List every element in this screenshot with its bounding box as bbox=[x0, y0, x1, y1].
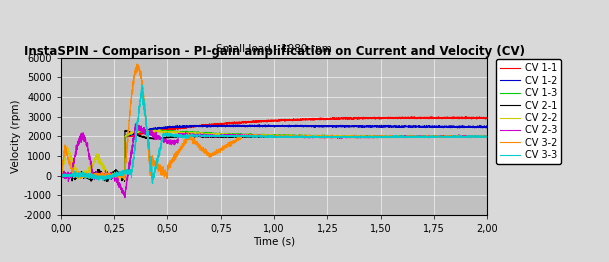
Title: InstaSPIN - Comparison - PI-gain amplification on Current and Velocity (CV): InstaSPIN - Comparison - PI-gain amplifi… bbox=[24, 45, 524, 58]
Line: CV 3-3: CV 3-3 bbox=[61, 85, 487, 183]
CV 2-1 bbox=[471, 135, 478, 138]
Line: CV 1-3: CV 1-3 bbox=[61, 130, 487, 176]
CV 3-3 bbox=[149, 182, 157, 185]
CV 2-2 bbox=[367, 135, 375, 138]
CV 1-2 bbox=[57, 174, 65, 177]
CV 2-3 bbox=[449, 135, 457, 138]
CV 3-2 bbox=[240, 134, 247, 137]
CV 3-2 bbox=[471, 135, 478, 138]
CV 1-2 bbox=[236, 124, 244, 127]
CV 1-1 bbox=[236, 121, 244, 124]
CV 1-3 bbox=[260, 134, 267, 137]
CV 1-3 bbox=[236, 133, 244, 137]
CV 2-3 bbox=[121, 196, 128, 199]
CV 2-1 bbox=[121, 180, 128, 183]
CV 1-1 bbox=[367, 116, 375, 119]
X-axis label: Time (s): Time (s) bbox=[253, 237, 295, 247]
CV 2-1 bbox=[57, 174, 65, 177]
CV 2-3 bbox=[367, 135, 375, 138]
CV 3-3 bbox=[236, 135, 244, 138]
CV 3-2 bbox=[164, 177, 171, 180]
CV 3-2 bbox=[484, 135, 491, 138]
CV 2-1 bbox=[240, 135, 247, 138]
CV 1-1 bbox=[240, 121, 247, 124]
CV 1-2 bbox=[471, 125, 478, 128]
CV 3-3 bbox=[367, 135, 375, 138]
CV 1-1 bbox=[260, 120, 267, 123]
CV 3-2 bbox=[133, 62, 141, 66]
CV 2-1 bbox=[367, 135, 375, 138]
CV 2-3 bbox=[484, 135, 491, 138]
CV 3-3 bbox=[484, 134, 491, 138]
CV 1-1 bbox=[57, 174, 65, 177]
CV 2-3 bbox=[57, 173, 65, 176]
CV 1-2 bbox=[449, 125, 457, 128]
CV 3-3 bbox=[139, 84, 146, 87]
Text: Small load - 1980 rpm: Small load - 1980 rpm bbox=[216, 45, 332, 54]
CV 3-3 bbox=[57, 174, 65, 177]
CV 2-2 bbox=[236, 133, 244, 137]
CV 1-1 bbox=[471, 117, 478, 120]
Legend: CV 1-1, CV 1-2, CV 1-3, CV 2-1, CV 2-2, CV 2-3, CV 3-2, CV 3-3: CV 1-1, CV 1-2, CV 1-3, CV 2-1, CV 2-2, … bbox=[496, 59, 561, 164]
CV 1-1 bbox=[484, 117, 491, 120]
CV 2-2 bbox=[121, 178, 128, 182]
CV 1-3 bbox=[108, 174, 116, 178]
CV 2-2 bbox=[449, 134, 457, 138]
CV 2-3 bbox=[132, 122, 139, 125]
Line: CV 1-1: CV 1-1 bbox=[61, 117, 487, 177]
CV 3-3 bbox=[449, 135, 457, 138]
CV 2-1 bbox=[449, 135, 457, 138]
CV 3-3 bbox=[471, 135, 478, 138]
CV 3-2 bbox=[57, 173, 65, 176]
CV 2-3 bbox=[236, 134, 244, 137]
CV 1-2 bbox=[367, 125, 375, 129]
CV 1-1 bbox=[111, 175, 118, 178]
CV 3-2 bbox=[367, 136, 375, 139]
CV 1-1 bbox=[449, 117, 457, 120]
CV 1-3 bbox=[471, 135, 478, 138]
CV 1-2 bbox=[240, 124, 247, 128]
CV 1-3 bbox=[151, 128, 158, 131]
CV 1-3 bbox=[240, 134, 247, 137]
CV 2-2 bbox=[471, 135, 478, 139]
Line: CV 2-3: CV 2-3 bbox=[61, 124, 487, 198]
CV 1-2 bbox=[232, 123, 239, 127]
CV 1-3 bbox=[367, 135, 375, 138]
CV 2-3 bbox=[240, 134, 247, 137]
CV 1-3 bbox=[57, 174, 65, 177]
CV 2-3 bbox=[471, 134, 478, 138]
CV 3-2 bbox=[449, 134, 457, 138]
Line: CV 2-2: CV 2-2 bbox=[61, 130, 487, 180]
Line: CV 3-2: CV 3-2 bbox=[61, 64, 487, 179]
CV 2-1 bbox=[484, 135, 491, 138]
CV 2-2 bbox=[57, 176, 65, 179]
CV 1-2 bbox=[260, 125, 267, 128]
CV 3-3 bbox=[260, 135, 267, 138]
CV 1-3 bbox=[484, 135, 491, 138]
CV 3-2 bbox=[236, 136, 244, 139]
CV 2-2 bbox=[484, 135, 491, 138]
CV 2-3 bbox=[260, 134, 267, 138]
Line: CV 2-1: CV 2-1 bbox=[61, 130, 487, 181]
Line: CV 1-2: CV 1-2 bbox=[61, 125, 487, 176]
CV 2-2 bbox=[260, 133, 267, 137]
CV 2-2 bbox=[143, 129, 150, 132]
CV 1-2 bbox=[484, 125, 491, 128]
CV 2-1 bbox=[122, 129, 129, 132]
CV 2-1 bbox=[236, 135, 244, 138]
CV 3-2 bbox=[260, 134, 267, 137]
CV 1-2 bbox=[117, 174, 124, 178]
CV 1-1 bbox=[428, 115, 435, 118]
CV 2-2 bbox=[240, 133, 247, 137]
CV 2-1 bbox=[260, 135, 267, 139]
CV 3-3 bbox=[240, 135, 247, 138]
CV 1-3 bbox=[449, 134, 457, 138]
Y-axis label: Velocity (rpm): Velocity (rpm) bbox=[11, 100, 21, 173]
